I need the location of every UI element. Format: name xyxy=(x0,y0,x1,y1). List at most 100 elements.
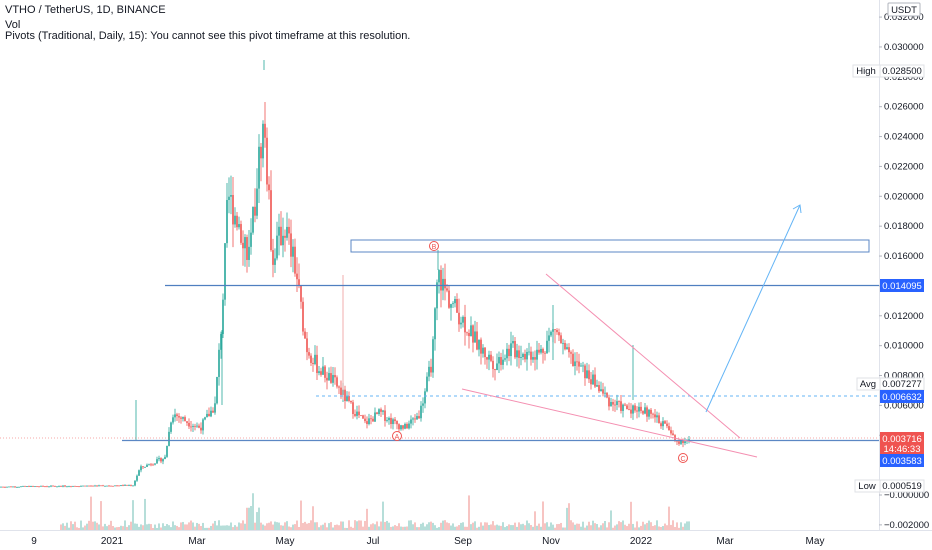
candle-body xyxy=(548,335,550,341)
candle-body xyxy=(268,184,270,191)
volume-bar xyxy=(116,527,118,530)
point-c-marker[interactable]: C xyxy=(678,453,688,464)
candle-body xyxy=(616,401,618,405)
candle-body xyxy=(312,362,314,365)
point-a-marker[interactable]: A xyxy=(392,431,402,442)
time-axis-label: Mar xyxy=(716,536,734,547)
upper-wedge-line[interactable] xyxy=(545,273,741,439)
candle-body xyxy=(38,486,40,488)
candle-body xyxy=(676,440,678,442)
volume-bar xyxy=(364,520,366,530)
candle-body xyxy=(592,374,594,385)
point-b-marker[interactable]: B xyxy=(429,241,439,252)
volume-bar xyxy=(622,520,624,530)
volume-bar xyxy=(530,525,532,530)
volume-bar xyxy=(640,525,642,530)
volume-bar xyxy=(666,525,668,530)
candle-body xyxy=(124,484,126,486)
candle-body xyxy=(684,441,686,443)
candle-body xyxy=(282,235,284,246)
candle-body xyxy=(494,369,496,371)
candle-body xyxy=(622,404,624,411)
volume-bar xyxy=(180,522,182,530)
volume-bar xyxy=(310,520,312,530)
volume-bar xyxy=(420,523,422,530)
candle-body xyxy=(522,353,524,358)
candle-body xyxy=(78,486,80,488)
volume-bar xyxy=(382,501,384,530)
resistance-box[interactable] xyxy=(350,239,870,253)
candle-body xyxy=(170,422,172,432)
volume-bar xyxy=(478,526,480,530)
candle-body xyxy=(262,123,264,159)
candle-body xyxy=(602,389,604,394)
dashed-level-tag: 0.006632 xyxy=(880,390,924,403)
candle-body xyxy=(152,464,154,466)
candle-body xyxy=(112,485,114,487)
candle-body xyxy=(486,357,488,360)
volume-bar xyxy=(584,527,586,530)
candle-body xyxy=(626,405,628,410)
time-axis-label: Nov xyxy=(542,536,560,547)
volume-bar xyxy=(86,523,88,530)
volume-bar xyxy=(632,523,634,530)
volume-bar xyxy=(516,526,518,530)
volume-bar xyxy=(224,525,226,530)
volume-bar xyxy=(160,527,162,530)
candle-body xyxy=(156,459,158,464)
price-tick-label: 0.030000 xyxy=(884,42,924,53)
time-axis-label: May xyxy=(276,536,295,547)
candle-body xyxy=(324,366,326,378)
volume-bar xyxy=(152,527,154,530)
candle-body xyxy=(568,347,570,353)
volume-bar xyxy=(634,527,636,530)
candle-body xyxy=(510,343,512,357)
candle-body xyxy=(56,486,58,488)
volume-bar xyxy=(686,521,688,530)
volume-bar xyxy=(464,526,466,530)
candle-body xyxy=(0,486,2,488)
lower-wedge-line[interactable] xyxy=(461,388,758,458)
svg-text:USDT: USDT xyxy=(891,5,917,16)
candle-body xyxy=(518,350,520,358)
volume-bar xyxy=(388,522,390,530)
candle-body xyxy=(98,485,100,487)
candle-body xyxy=(292,246,294,257)
candle-body xyxy=(6,486,8,488)
volume-bar xyxy=(124,520,126,530)
candle-body xyxy=(640,406,642,411)
currency-badge[interactable]: USDT xyxy=(887,2,921,17)
volume-bar xyxy=(630,501,632,530)
volume-bar xyxy=(134,523,136,530)
svg-text:0.007277: 0.007277 xyxy=(882,379,922,390)
volume-bar xyxy=(70,521,72,530)
volume-bar xyxy=(580,526,582,530)
candle-body xyxy=(198,425,200,428)
candle-body xyxy=(610,402,612,407)
candle-body xyxy=(598,385,600,392)
volume-indicator-label[interactable]: Vol xyxy=(5,19,21,31)
candle-body xyxy=(90,485,92,487)
candle-body xyxy=(132,485,134,487)
candle-body xyxy=(48,486,50,488)
price-tick-label: 0.020000 xyxy=(884,191,924,202)
volume-bar xyxy=(656,520,658,530)
volume-bar xyxy=(348,520,350,530)
candle-body xyxy=(516,350,518,358)
volume-bar xyxy=(300,500,302,530)
pivots-indicator-label[interactable]: Pivots (Traditional, Daily, 15): You can… xyxy=(5,30,411,42)
candle-body xyxy=(336,377,338,387)
volume-bar xyxy=(398,523,400,530)
candle-body xyxy=(30,486,32,487)
candle-body xyxy=(460,322,462,325)
projection-arrow[interactable] xyxy=(705,204,801,413)
candle-body xyxy=(608,397,610,407)
candle-body xyxy=(688,439,690,441)
symbol-title[interactable]: VTHO / TetherUS, 1D, BINANCE xyxy=(5,4,166,16)
volume-bar xyxy=(344,527,346,530)
volume-bar xyxy=(410,520,412,530)
volume-bar xyxy=(150,524,152,530)
volume-bar xyxy=(534,511,536,530)
volume-bar xyxy=(278,522,280,530)
